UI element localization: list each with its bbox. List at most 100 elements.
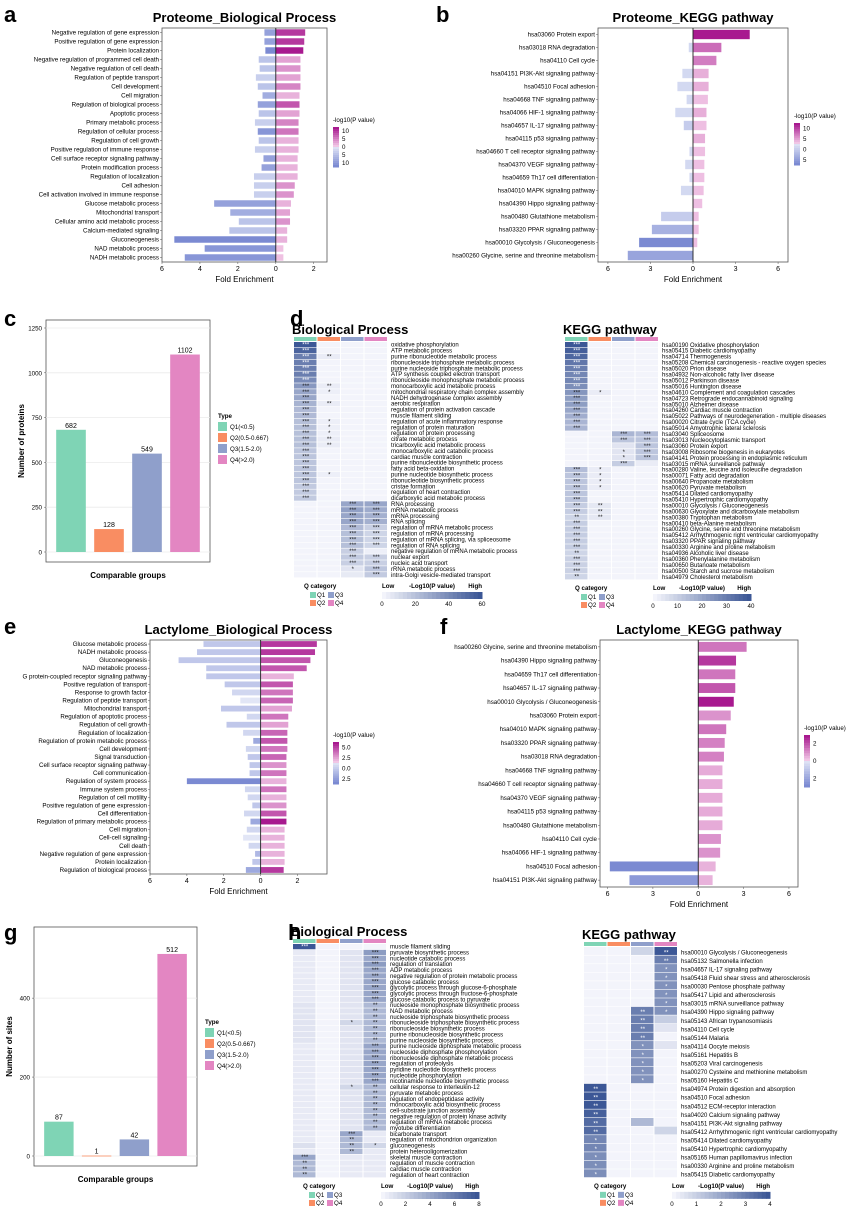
heatmap-cell [293, 1148, 316, 1154]
heatmap-cell [612, 544, 635, 550]
significance-marker: * [595, 1164, 598, 1170]
legend-gradient-step [794, 148, 800, 151]
significance-marker: *** [301, 945, 309, 951]
legend-label: Q2(0.5-0.667) [217, 1041, 256, 1048]
bar-up [260, 657, 311, 664]
legend-gradient-step [804, 735, 810, 739]
heatmap-cell [293, 1131, 316, 1137]
category-label: Cell surface receptor signaling pathway [39, 762, 148, 769]
x-axis-label: Fold Enrichment [664, 275, 723, 284]
heatmap-cell [364, 519, 387, 525]
significance-marker: *** [349, 514, 357, 520]
bar-up [698, 696, 734, 707]
heatmap-cell [294, 365, 317, 371]
scale-gradient-step [684, 1191, 689, 1199]
heatmap-cell [317, 371, 340, 377]
category-label: hsa00260 Glycine, serine and threonine m… [454, 644, 597, 651]
row-label: hsa00010 Glycolysis / Gluconeogenesis [681, 950, 787, 956]
heatmap-cell [364, 430, 387, 436]
heatmap-cell [631, 1066, 654, 1075]
heatmap-cell [293, 967, 316, 973]
legend-tick-label: 2 [813, 741, 817, 748]
bar [132, 453, 162, 552]
scale-gradient-step [689, 594, 695, 601]
bar-down [229, 227, 276, 234]
row-label: regulation of translation [390, 962, 452, 968]
bar-up [698, 751, 724, 762]
significance-marker: ** [373, 1021, 378, 1027]
heatmap-cell [364, 548, 387, 554]
category-label: hsa03060 Protein export [528, 32, 596, 39]
bar-up [275, 29, 306, 36]
heatmap-cell [293, 1160, 316, 1166]
heatmap-cell [565, 520, 588, 526]
bar-up [275, 56, 301, 63]
heatmap-cell [588, 377, 611, 384]
row-label: hsa05016 Huntington disease [662, 384, 742, 390]
column-category-bar [635, 337, 658, 341]
significance-marker: *** [372, 1050, 380, 1056]
bar-down [683, 120, 693, 131]
category-label: Glucose metabolic process [85, 201, 159, 208]
significance-marker: * [642, 1044, 645, 1050]
heatmap-cell [364, 572, 387, 578]
row-label: negative regulation of protein metabolic… [390, 974, 517, 980]
heatmap-cell [565, 425, 588, 431]
x-tick-label: 0 [259, 878, 263, 885]
scale-title: -Log10(P value) [407, 1183, 453, 1190]
significance-marker: *** [302, 419, 310, 425]
heatmap-cell [364, 483, 387, 489]
heatmap-cell [654, 947, 677, 955]
scale-gradient-step [462, 1192, 468, 1199]
row-label: hsa00500 Starch and sucrose metabolism [662, 569, 774, 575]
category-label: Primary metabolic process [86, 120, 159, 127]
legend-label: Q2(0.5-0.667) [230, 435, 269, 442]
x-axis-label: Comparable groups [90, 571, 166, 580]
heatmap-cell [293, 1002, 316, 1008]
heatmap-cell [341, 401, 364, 407]
y-tick-label: 250 [32, 505, 43, 512]
heatmap-cell [317, 383, 340, 389]
heatmap-cell [363, 973, 386, 979]
scale-gradient-step [466, 1192, 472, 1199]
bar-up [698, 737, 725, 748]
row-label: hsa00030 Pentose phosphate pathway [681, 985, 785, 991]
legend-gradient-step [804, 742, 810, 746]
heatmap-cell [588, 455, 611, 461]
heatmap-cell [293, 1025, 316, 1032]
row-label: hsa05161 Hepatitis B [681, 1053, 738, 1059]
heatmap-cell [635, 574, 658, 580]
heatmap-cell [654, 972, 677, 981]
heatmap-cell [588, 401, 611, 407]
heatmap-cell [635, 425, 658, 431]
scale-gradient-step [409, 1192, 415, 1199]
heatmap-cell [293, 1014, 316, 1020]
row-label: citrate metabolic process [391, 437, 457, 443]
heatmap-cell [294, 406, 317, 413]
heatmap-cell [317, 442, 340, 448]
heatmap-cell [294, 501, 317, 507]
heatmap-cell [612, 478, 635, 485]
heatmap-cell [317, 483, 340, 489]
row-label: pyridine nucleotide biosynthetic process [390, 1068, 496, 1074]
heatmap-cell [294, 560, 317, 566]
scale-gradient-step [710, 594, 715, 601]
row-label: purine ribonucleoside biosynthetic proce… [390, 1032, 503, 1038]
heatmap-cell [293, 1037, 316, 1043]
heatmap-cell [607, 1075, 630, 1084]
scale-tick-label: 0 [651, 603, 655, 610]
significance-marker: ** [373, 1003, 378, 1009]
bar-up [698, 683, 736, 693]
heatmap-cell [341, 365, 364, 371]
scale-tick-label: 6 [453, 1201, 457, 1206]
heatmap-cell [631, 955, 654, 964]
row-label: purine nucleoside triphosphate metabolic… [391, 366, 523, 372]
category-label: Response to growth factor [75, 689, 147, 696]
heatmap-cell [294, 412, 317, 419]
scale-gradient-step [653, 594, 658, 601]
scale-gradient-step [411, 592, 416, 599]
scale-gradient-step [733, 1191, 738, 1199]
legend-gradient-step [794, 146, 800, 149]
legend-gradient-step [333, 752, 339, 756]
column-category-bar [341, 337, 364, 341]
